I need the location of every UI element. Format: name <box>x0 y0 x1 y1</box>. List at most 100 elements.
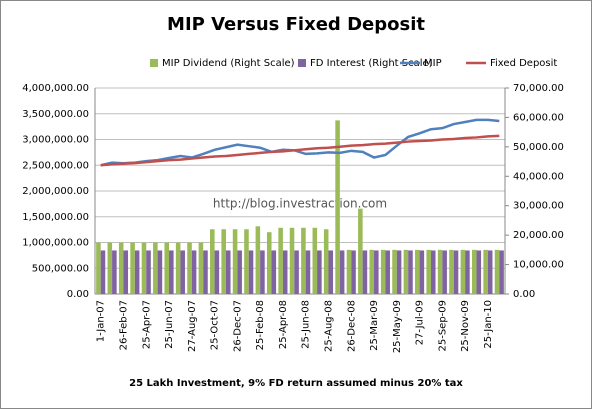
y-tick-label: 2,000,000.00 <box>22 186 89 197</box>
bar <box>374 250 379 294</box>
chart-title: MIP Versus Fixed Deposit <box>167 14 425 35</box>
bar <box>317 250 322 294</box>
bar <box>271 250 277 294</box>
y-tick-label: 0.00 <box>67 289 89 300</box>
x-tick-label: 26-Dec-08 <box>346 300 357 352</box>
legend-label: Fixed Deposit <box>490 58 557 69</box>
legend-swatch <box>150 59 158 67</box>
x-tick-label: 25-Jun-07 <box>164 300 175 349</box>
bar <box>328 250 334 294</box>
legend-label: MIP Dividend (Right Scale) <box>162 58 295 69</box>
bar <box>112 250 117 294</box>
y2-tick-label: 10,000.00 <box>513 260 564 271</box>
bar <box>301 227 306 294</box>
bar <box>225 250 231 294</box>
x-tick-label: 25-Jun-08 <box>301 300 312 349</box>
x-tick-label: 27-Jul-09 <box>415 300 426 345</box>
bar <box>465 250 470 294</box>
y-tick-label: 2,500,000.00 <box>22 160 89 171</box>
bar <box>164 242 170 294</box>
x-tick-label: 25-Oct-07 <box>210 300 221 350</box>
x-tick-label: 26-Feb-07 <box>118 300 129 350</box>
x-tick-label: 25-Apr-08 <box>278 300 289 349</box>
bar <box>180 250 185 294</box>
x-tick-label: 25-Mar-09 <box>369 300 380 351</box>
y-tick-label: 3,500,000.00 <box>22 109 89 120</box>
y2-tick-label: 30,000.00 <box>513 201 564 212</box>
bar <box>96 242 101 294</box>
line <box>100 134 500 167</box>
bar <box>134 250 140 294</box>
footnote: 25 Lakh Investment, 9% FD return assumed… <box>129 378 463 389</box>
bar <box>244 229 249 294</box>
bar <box>396 250 402 294</box>
x-tick-label: 25-Feb-08 <box>255 300 266 350</box>
bar <box>123 250 129 294</box>
y-tick-label: 500,000.00 <box>32 263 89 274</box>
y2-tick-label: 60,000.00 <box>513 112 564 123</box>
bar <box>248 250 254 294</box>
bar <box>191 250 197 294</box>
bar <box>175 242 181 294</box>
bar <box>214 250 220 294</box>
bar <box>294 250 299 294</box>
bar <box>460 249 466 294</box>
bar <box>187 242 192 294</box>
legend-label: FD Interest (Right Scale) <box>310 58 433 69</box>
bar <box>282 250 288 294</box>
bar <box>437 249 443 294</box>
x-tick-label: 26-Dec-07 <box>232 300 243 352</box>
bar <box>471 249 477 294</box>
bar <box>449 249 454 294</box>
bar <box>169 250 174 294</box>
bar <box>146 250 151 294</box>
y-tick-label: 3,000,000.00 <box>22 135 89 146</box>
legend-swatch <box>298 59 306 67</box>
watermark: http://blog.investraction.com <box>213 197 387 211</box>
bar <box>339 250 345 294</box>
bar <box>335 120 340 294</box>
y2-tick-label: 70,000.00 <box>513 83 564 94</box>
bar <box>499 250 504 294</box>
bar <box>232 229 238 294</box>
bar <box>419 250 425 294</box>
bar <box>312 227 318 294</box>
line <box>100 118 500 167</box>
bar <box>483 249 488 294</box>
bar <box>237 250 242 294</box>
x-tick-label: 1-Jan-07 <box>96 300 107 342</box>
bar <box>141 242 147 294</box>
bar <box>346 249 352 294</box>
bar <box>408 250 413 294</box>
bar <box>415 249 420 294</box>
legend-label: MIP <box>424 58 442 69</box>
bar <box>198 242 204 294</box>
x-tick-label: 25-May-09 <box>392 300 403 353</box>
bar <box>260 250 265 294</box>
x-tick-label: 25-Apr-07 <box>141 300 152 349</box>
bar <box>487 250 493 294</box>
y2-tick-label: 40,000.00 <box>513 171 564 182</box>
bar <box>385 250 390 294</box>
bar <box>210 229 215 294</box>
bar <box>278 227 283 294</box>
bar <box>157 250 163 294</box>
bar <box>289 227 295 294</box>
bar <box>430 250 436 294</box>
bar <box>426 249 431 294</box>
x-tick-label: 27-Aug-07 <box>187 300 198 352</box>
bar <box>369 249 375 294</box>
bar <box>358 208 363 294</box>
x-tick-label: 25-Sep-09 <box>437 300 448 352</box>
bar <box>130 242 135 294</box>
bar <box>221 229 226 294</box>
y-tick-label: 1,500,000.00 <box>22 212 89 223</box>
bar <box>255 226 261 294</box>
y2-tick-label: 50,000.00 <box>513 142 564 153</box>
y2-tick-label: 20,000.00 <box>513 230 564 241</box>
y-tick-label: 1,000,000.00 <box>22 238 89 249</box>
bar <box>100 250 106 294</box>
bar <box>442 250 447 294</box>
